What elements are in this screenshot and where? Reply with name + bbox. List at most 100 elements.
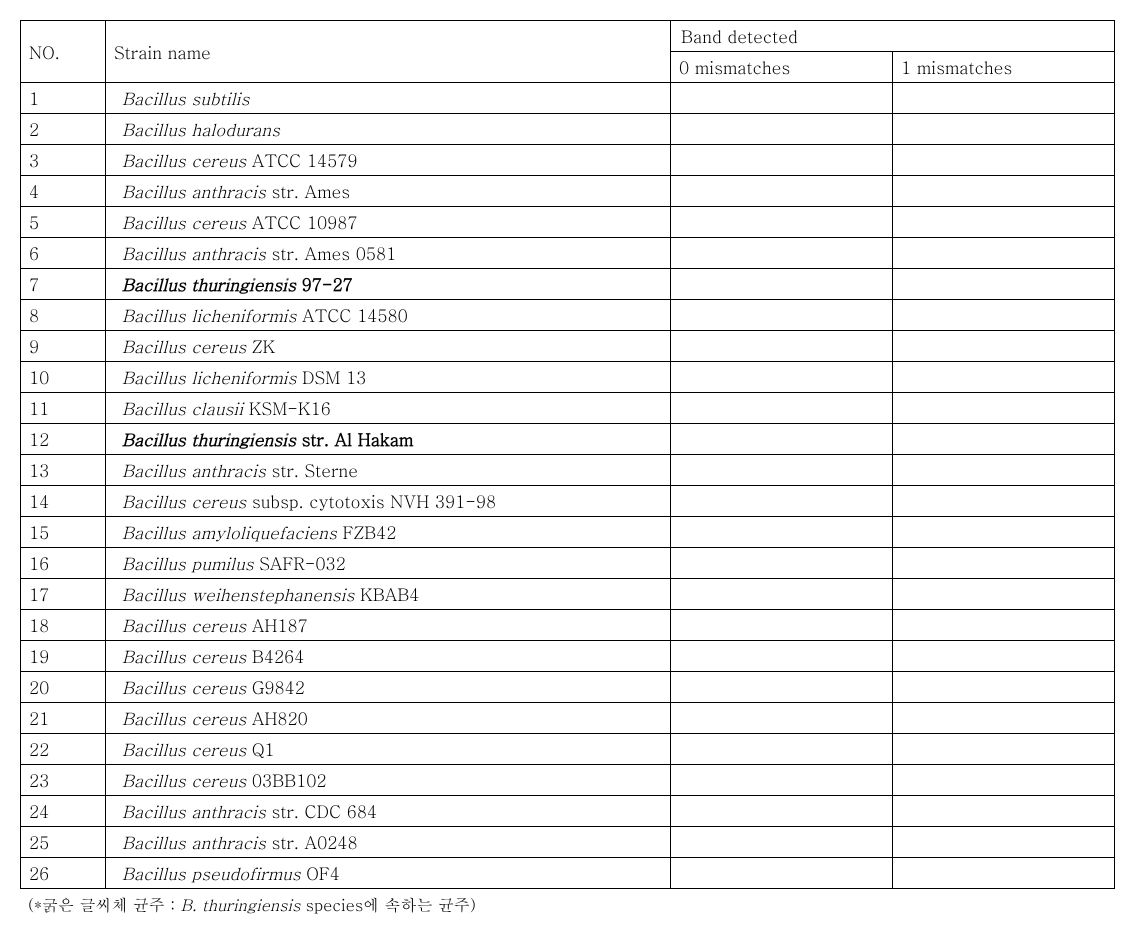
cell-strain: Bacillus subtilis: [106, 83, 671, 114]
cell-no: 19: [21, 641, 106, 672]
table-header: NO. Strain name Band detected 0 mismatch…: [21, 21, 1115, 83]
cell-mismatch-1: [893, 393, 1115, 424]
cell-mismatch-0: [671, 641, 893, 672]
cell-strain: Bacillus cereus G9842: [106, 672, 671, 703]
table-row: 13Bacillus anthracis str. Sterne: [21, 455, 1115, 486]
cell-strain: Bacillus amyloliquefaciens FZB42: [106, 517, 671, 548]
strain-suffix: subsp. cytotoxis NVH 391-98: [246, 489, 496, 513]
strain-species: Bacillus pseudofirmus: [122, 861, 301, 885]
strain-species: Bacillus anthracis: [122, 799, 266, 823]
table-row: 26Bacillus pseudofirmus OF4: [21, 858, 1115, 889]
strain-species: Bacillus amyloliquefaciens: [122, 520, 337, 544]
cell-mismatch-0: [671, 703, 893, 734]
strain-species: Bacillus cereus: [122, 489, 246, 513]
strain-suffix: ATCC 14579: [246, 148, 357, 172]
strain-suffix: KBAB4: [354, 582, 419, 606]
strain-suffix: SAFR-032: [254, 551, 346, 575]
table-row: 18 Bacillus cereus AH187: [21, 610, 1115, 641]
cell-strain: Bacillus thuringiensis str. Al Hakam: [106, 424, 671, 455]
cell-no: 18: [21, 610, 106, 641]
cell-no: 5: [21, 207, 106, 238]
cell-mismatch-0: [671, 796, 893, 827]
cell-no: 1: [21, 83, 106, 114]
strain-suffix: B4264: [246, 644, 304, 668]
footnote-suffix: species에 속하는 균주): [300, 893, 476, 916]
cell-mismatch-1: [893, 331, 1115, 362]
cell-strain: Bacillus anthracis str. A0248: [106, 827, 671, 858]
cell-mismatch-0: [671, 114, 893, 145]
header-mismatch-0: 0 mismatches: [671, 52, 893, 83]
cell-mismatch-1: [893, 858, 1115, 889]
strain-species: Bacillus licheniformis: [122, 365, 296, 389]
cell-strain: Bacillus cereus ATCC 10987: [106, 207, 671, 238]
table-row: 2 Bacillus halodurans: [21, 114, 1115, 145]
strain-species: Bacillus cereus: [122, 768, 246, 792]
strain-species: Bacillus pumilus: [122, 551, 254, 575]
strain-suffix: str. Ames: [266, 179, 350, 203]
cell-mismatch-1: [893, 486, 1115, 517]
cell-mismatch-1: [893, 424, 1115, 455]
strain-species: Bacillus cereus: [122, 675, 246, 699]
cell-mismatch-0: [671, 176, 893, 207]
table-footnote: (*굵은 글씨체 균주 : B. thuringiensis species에 …: [20, 893, 1115, 916]
cell-mismatch-1: [893, 83, 1115, 114]
cell-strain: Bacillus cereus AH820: [106, 703, 671, 734]
footnote-prefix: (*굵은 글씨체 균주 :: [28, 893, 181, 916]
strain-species: Bacillus thuringiensis: [122, 427, 296, 451]
strain-species: Bacillus cereus: [122, 706, 246, 730]
cell-no: 8: [21, 300, 106, 331]
table-row: 16 Bacillus pumilus SAFR-032: [21, 548, 1115, 579]
cell-mismatch-1: [893, 207, 1115, 238]
strain-suffix: str. A0248: [266, 830, 358, 854]
table-row: 11Bacillus clausii KSM-K16: [21, 393, 1115, 424]
cell-strain: Bacillus pseudofirmus OF4: [106, 858, 671, 889]
cell-strain: Bacillus weihenstephanensis KBAB4: [106, 579, 671, 610]
cell-mismatch-1: [893, 114, 1115, 145]
strain-suffix: AH820: [246, 706, 308, 730]
strain-suffix: AH187: [246, 613, 308, 637]
cell-no: 2: [21, 114, 106, 145]
table-row: 15Bacillus amyloliquefaciens FZB42: [21, 517, 1115, 548]
cell-strain: Bacillus cereus B4264: [106, 641, 671, 672]
cell-mismatch-0: [671, 858, 893, 889]
cell-no: 3: [21, 145, 106, 176]
strain-species: Bacillus cereus: [122, 644, 246, 668]
strain-species: Bacillus anthracis: [122, 830, 266, 854]
table-row: 1 Bacillus subtilis: [21, 83, 1115, 114]
cell-mismatch-0: [671, 424, 893, 455]
cell-strain: Bacillus thuringiensis 97-27: [106, 269, 671, 300]
strain-table-container: NO. Strain name Band detected 0 mismatch…: [20, 20, 1115, 916]
strain-suffix: ATCC 14580: [296, 303, 407, 327]
cell-mismatch-0: [671, 393, 893, 424]
cell-no: 6: [21, 238, 106, 269]
cell-strain: Bacillus licheniformis DSM 13: [106, 362, 671, 393]
strain-suffix: 97-27: [296, 272, 353, 296]
table-row: 25Bacillus anthracis str. A0248: [21, 827, 1115, 858]
cell-strain: Bacillus anthracis str. Ames 0581: [106, 238, 671, 269]
cell-mismatch-1: [893, 455, 1115, 486]
strain-species: Bacillus cereus: [122, 613, 246, 637]
cell-no: 7: [21, 269, 106, 300]
table-row: 7Bacillus thuringiensis 97-27: [21, 269, 1115, 300]
cell-mismatch-1: [893, 548, 1115, 579]
header-strain: Strain name: [106, 21, 671, 83]
table-row: 21Bacillus cereus AH820: [21, 703, 1115, 734]
cell-no: 16: [21, 548, 106, 579]
strain-species: Bacillus cereus: [122, 334, 246, 358]
cell-mismatch-0: [671, 83, 893, 114]
table-row: 19Bacillus cereus B4264: [21, 641, 1115, 672]
cell-mismatch-0: [671, 207, 893, 238]
strain-species: Bacillus halodurans: [122, 117, 280, 141]
strain-species: Bacillus subtilis: [122, 86, 249, 110]
cell-no: 14: [21, 486, 106, 517]
table-row: 8Bacillus licheniformis ATCC 14580: [21, 300, 1115, 331]
cell-mismatch-1: [893, 703, 1115, 734]
cell-mismatch-1: [893, 362, 1115, 393]
cell-no: 17: [21, 579, 106, 610]
strain-suffix: ZK: [246, 334, 275, 358]
strain-suffix: 03BB102: [246, 768, 326, 792]
table-body: 1Bacillus subtilis2Bacillus halodurans3B…: [21, 83, 1115, 889]
strain-suffix: G9842: [246, 675, 305, 699]
table-row: 17Bacillus weihenstephanensis KBAB4: [21, 579, 1115, 610]
cell-mismatch-0: [671, 765, 893, 796]
